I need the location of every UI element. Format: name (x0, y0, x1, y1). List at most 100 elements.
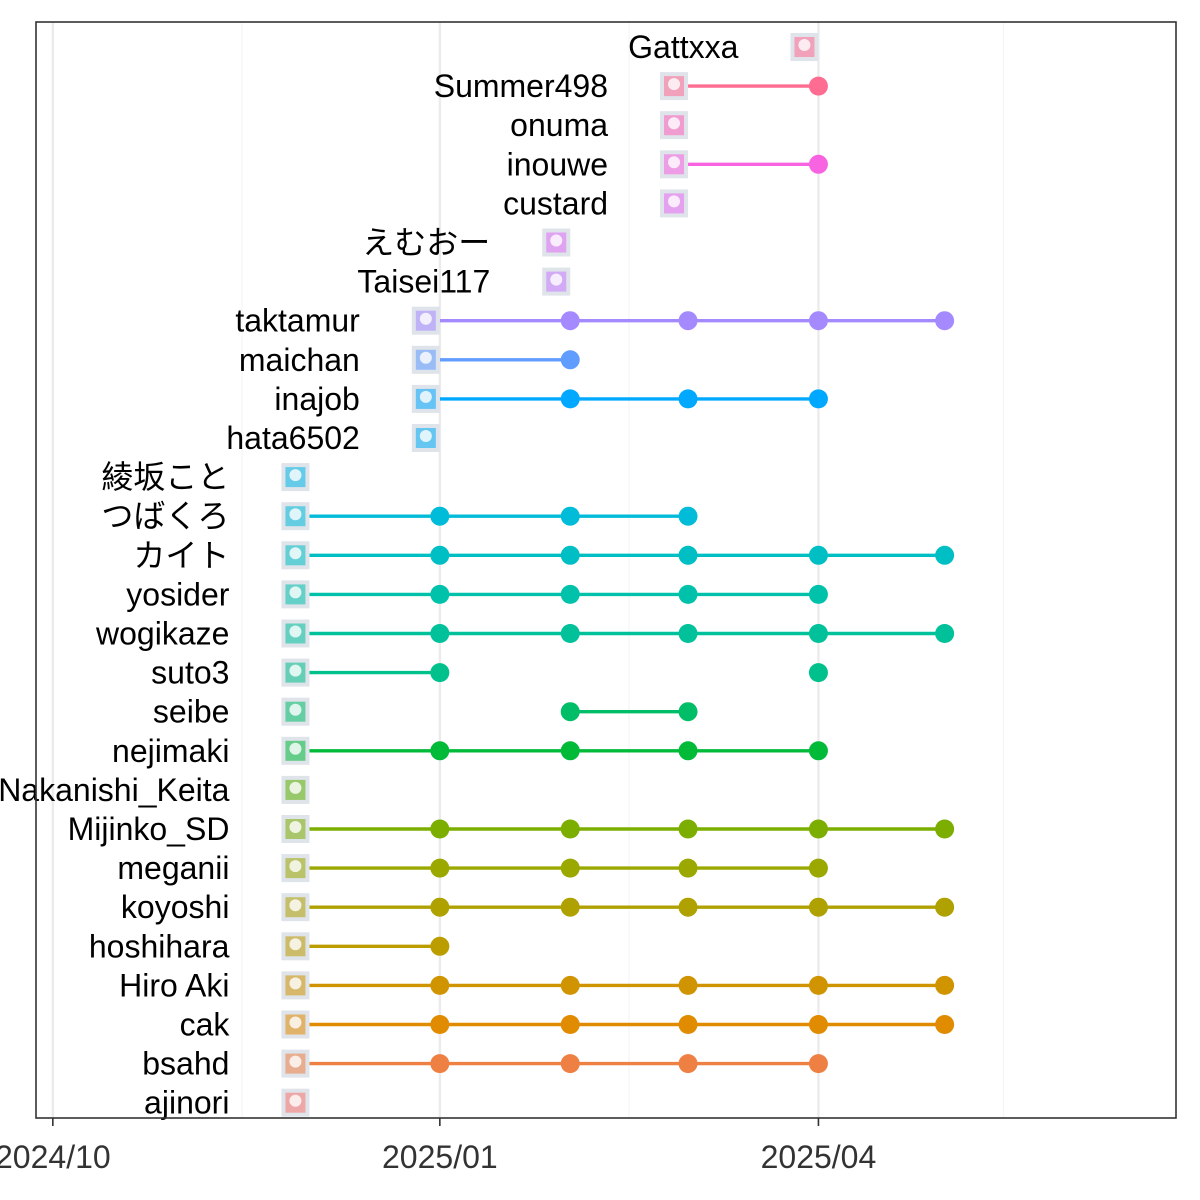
data-point (678, 1015, 698, 1034)
avatar-black-circle-icon (281, 658, 310, 687)
series-row-hata6502: hata6502 (226, 420, 440, 456)
avatar-head (289, 586, 302, 599)
avatar-grey-sketch-icon (281, 932, 310, 961)
series-name-label: Summer498 (434, 68, 608, 104)
avatar-head (419, 430, 432, 442)
data-point (560, 702, 580, 722)
data-point (678, 624, 698, 643)
data-point (560, 545, 580, 565)
data-point (430, 1015, 450, 1034)
avatar-head (289, 821, 302, 833)
series-row-Summer498: Summer498 (434, 68, 828, 104)
avatar-lavender-character-icon (281, 815, 310, 843)
series-name-label: Taisei117 (357, 264, 490, 300)
series-row-Taisei117: Taisei117 (357, 264, 571, 300)
series-name-label: 綾坂こと (101, 459, 229, 495)
data-point (560, 624, 580, 643)
series-name-label: Nakanishi_Keita (0, 772, 230, 808)
data-point (430, 741, 450, 761)
data-point (808, 1015, 828, 1034)
data-point (560, 311, 580, 331)
data-point (935, 311, 955, 331)
data-point (678, 702, 698, 722)
avatar-head (289, 664, 302, 677)
avatar-anime-girl-icon (660, 150, 689, 179)
data-point (430, 936, 450, 956)
data-point (935, 975, 955, 995)
series-row-cak: cak (180, 1007, 955, 1043)
series-name-label: ajinori (144, 1085, 229, 1121)
grid-layer (36, 22, 1176, 1118)
avatar-grey-figure-icon (281, 775, 310, 804)
data-point (678, 741, 698, 761)
data-point (678, 584, 698, 604)
data-point (678, 975, 698, 995)
series-row-inouwe: inouwe (507, 146, 828, 182)
data-point (808, 624, 828, 643)
data-point (935, 1015, 955, 1034)
data-point (430, 897, 450, 917)
avatar-head (289, 508, 302, 521)
avatar-head (289, 742, 302, 755)
series-name-label: onuma (510, 107, 608, 143)
series-name-label: koyoshi (121, 889, 230, 925)
avatar-red-robot-icon (411, 384, 440, 413)
data-point (430, 975, 450, 995)
avatar-head (289, 977, 302, 990)
series-row-koyoshi: koyoshi (121, 889, 955, 925)
series-row-yosider: yosider (126, 576, 828, 612)
data-point (808, 154, 828, 174)
data-point (430, 663, 450, 683)
avatar-cartoon-face-icon (542, 228, 571, 257)
data-point (808, 584, 828, 604)
series-row-onuma: onuma (510, 107, 689, 143)
data-point (808, 545, 828, 565)
data-point (560, 741, 580, 761)
series-name-label: Mijinko_SD (68, 811, 230, 847)
series-name-label: seibe (153, 694, 230, 730)
data-point (678, 545, 698, 565)
avatar-head (289, 1016, 302, 1029)
avatar-red-stamp-icon (281, 893, 310, 922)
avatar-head (668, 156, 681, 169)
panel-border (35, 21, 1177, 1119)
series-row-wogikaze: wogikaze (95, 616, 955, 652)
series-row-カイト: カイト (133, 537, 955, 573)
data-point (560, 819, 580, 839)
avatar-green-box-icon (281, 971, 310, 1000)
data-point (935, 545, 955, 565)
data-point (430, 1054, 450, 1074)
avatar-head (668, 78, 681, 91)
series-name-label: custard (503, 185, 608, 221)
series-name-label: maichan (239, 342, 360, 378)
series-name-label: hoshihara (89, 928, 230, 964)
data-point (808, 741, 828, 761)
data-point (560, 975, 580, 995)
series-row-maichan: maichan (239, 342, 580, 378)
data-point (808, 76, 828, 96)
series-row-えむおー: えむおー (362, 225, 571, 261)
data-point (430, 584, 450, 604)
data-point (678, 311, 698, 331)
data-point (430, 545, 450, 565)
avatar-head (550, 234, 563, 247)
series-name-label: Hiro Aki (119, 967, 229, 1003)
data-point (935, 624, 955, 643)
series-row-inajob: inajob (274, 381, 828, 417)
panel-background (36, 22, 1176, 1118)
series-row-Hiro Aki: Hiro Aki (119, 967, 955, 1003)
series-name-label: yosider (126, 576, 230, 612)
avatar-red-food-icon (660, 111, 689, 140)
avatar-head (289, 899, 302, 912)
series-name-label: Gattxxa (628, 29, 738, 65)
avatar-pink-blocks-icon (411, 345, 440, 374)
data-point (560, 1015, 580, 1034)
avatar-head (798, 39, 811, 51)
avatar-suit-person-icon (542, 267, 571, 296)
series-name-label: inajob (274, 381, 359, 417)
x-tick-label: 2025/01 (382, 1139, 498, 1175)
data-point (678, 858, 698, 878)
avatar-grey-photo-icon (660, 189, 689, 218)
